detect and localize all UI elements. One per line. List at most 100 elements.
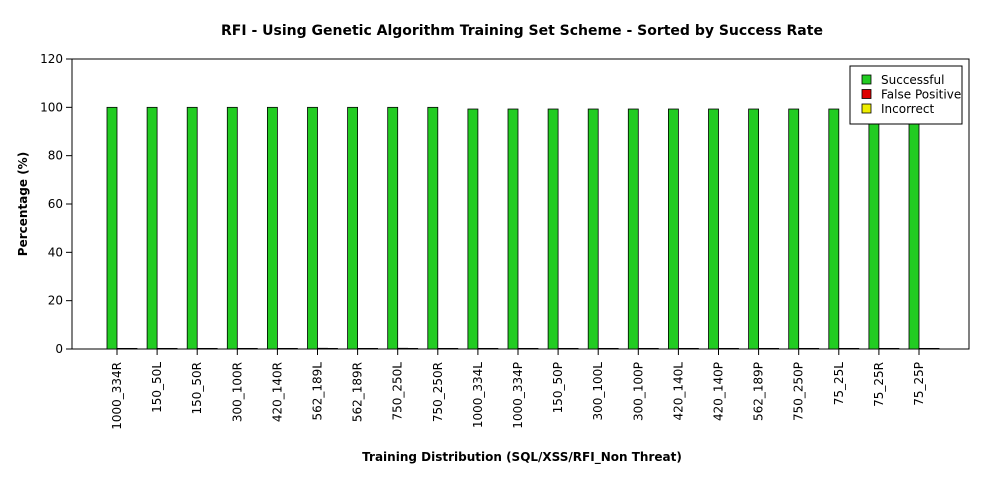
bar-incorrect [166, 347, 178, 350]
bar-incorrect [367, 347, 379, 350]
bar-false-positive [276, 347, 288, 350]
bar-incorrect [206, 347, 218, 350]
x-tick-label: 150_50P [551, 362, 565, 413]
bar-incorrect [126, 347, 138, 350]
bar-incorrect [768, 347, 779, 350]
bar-false-positive [678, 347, 689, 350]
bar-incorrect [728, 347, 739, 350]
x-tick-label: 300_100R [230, 362, 244, 422]
bar-successful [868, 108, 880, 350]
bar-successful [266, 106, 278, 350]
bar-false-positive [838, 347, 850, 350]
bar-incorrect [487, 347, 499, 350]
x-tick-label: 75_25P [912, 362, 926, 406]
bar-false-positive [798, 347, 810, 350]
bar-successful [708, 108, 719, 350]
bar-successful [226, 106, 238, 350]
bar-incorrect [286, 347, 298, 350]
x-tick-label: 562_189R [351, 362, 365, 422]
x-tick-label: 562_189L [311, 362, 325, 421]
bar-false-positive [758, 347, 769, 350]
bar-false-positive [116, 347, 128, 350]
bar-successful [307, 106, 318, 350]
x-tick-label: 562_189P [752, 362, 766, 421]
x-tick-label: 420_140L [671, 362, 685, 421]
x-tick-label: 750_250L [391, 362, 405, 421]
bar-successful [347, 106, 359, 350]
bar-false-positive [477, 347, 489, 350]
x-tick-label: 1000_334P [511, 362, 525, 429]
x-tick-label: 150_50R [190, 362, 204, 415]
x-axis: 1000_334R 150_50L 150_50R 300_100R 420_140R 5… [110, 349, 926, 430]
x-tick-label: 1000_334L [471, 362, 485, 428]
bar-successful [507, 108, 519, 350]
bar-incorrect [808, 347, 820, 350]
bar-false-positive [718, 347, 729, 350]
x-tick-label: 150_50L [150, 362, 164, 413]
bar-false-positive [597, 347, 609, 350]
x-tick-label: 300_100L [591, 362, 605, 421]
legend-swatch [861, 89, 872, 99]
legend-label: Successful [881, 73, 944, 87]
x-tick-label: 420_140P [712, 362, 726, 421]
x-tick-label: 1000_334R [110, 362, 124, 430]
y-tick-label: 80 [48, 149, 63, 163]
bar-incorrect [848, 347, 860, 350]
bar-incorrect [567, 347, 579, 350]
chart-title: RFI - Using Genetic Algorithm Training S… [221, 23, 823, 39]
bar-successful [627, 108, 639, 350]
bar-false-positive [517, 347, 529, 350]
x-tick-label: 420_140R [270, 362, 284, 422]
y-tick-label: 120 [40, 52, 63, 66]
x-tick-label: 75_25R [872, 362, 886, 407]
legend-label: False Positive [881, 88, 961, 102]
legend-swatch [861, 74, 872, 85]
bar-successful [186, 106, 198, 350]
bar-successful [748, 108, 759, 350]
bar-false-positive [196, 347, 208, 350]
y-axis: 0 20 40 60 80 100 120 [40, 52, 72, 356]
x-tick-label: 75_25L [832, 362, 846, 406]
bar-successful [668, 108, 679, 350]
bar-successful [106, 106, 118, 350]
bar-successful [427, 106, 439, 350]
bar-successful [828, 108, 840, 350]
bar-false-positive [397, 347, 409, 350]
bar-incorrect [246, 347, 258, 350]
bar-incorrect [527, 347, 539, 350]
x-tick-label: 750_250P [792, 362, 806, 421]
bar-successful [467, 108, 479, 350]
bar-incorrect [607, 347, 619, 350]
x-tick-label: 750_250R [431, 362, 445, 422]
bar-incorrect [327, 347, 338, 350]
x-axis-label: Training Distribution (SQL/XSS/RFI_Non T… [362, 450, 682, 465]
bar-false-positive [156, 347, 168, 350]
bar-false-positive [637, 347, 649, 350]
bar-incorrect [688, 347, 699, 350]
y-tick-label: 100 [40, 100, 63, 114]
bar-incorrect [928, 347, 940, 350]
legend-swatch [861, 103, 872, 114]
bar-false-positive [918, 347, 930, 350]
bar-series-group [106, 106, 940, 350]
bar-false-positive [357, 347, 369, 350]
bar-successful [547, 108, 559, 350]
y-tick-label: 0 [55, 342, 63, 356]
bar-incorrect [888, 347, 900, 350]
bar-false-positive [317, 347, 328, 350]
bar-false-positive [236, 347, 248, 350]
bar-incorrect [647, 347, 659, 350]
bar-incorrect [407, 347, 419, 350]
y-tick-label: 40 [48, 245, 63, 259]
y-tick-label: 60 [48, 197, 63, 211]
bar-incorrect [447, 347, 459, 350]
bar-false-positive [878, 347, 890, 350]
bar-successful [587, 108, 599, 350]
y-axis-label: Percentage (%) [16, 152, 30, 256]
bar-successful [788, 108, 800, 350]
x-tick-label: 300_100P [631, 362, 645, 421]
bar-false-positive [437, 347, 449, 350]
bar-successful [387, 106, 399, 350]
